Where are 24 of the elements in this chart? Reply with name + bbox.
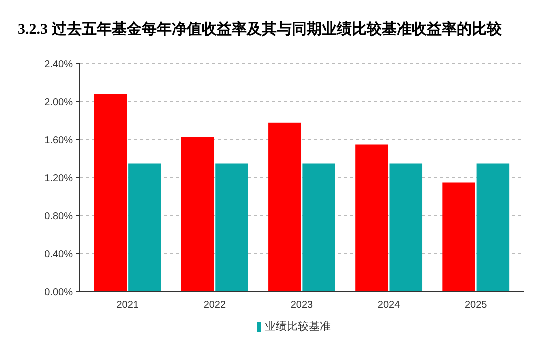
bar [94, 94, 128, 292]
x-tick-label: 2023 [290, 300, 314, 311]
x-tick-label: 2024 [378, 300, 401, 311]
bar [476, 164, 510, 292]
legend-label: 业绩比较基准 [265, 320, 331, 333]
y-tick-label: 1.60% [44, 136, 74, 146]
bar [442, 182, 476, 292]
y-tick-label: 0.80% [44, 212, 74, 222]
bar [216, 164, 248, 292]
y-tick-label: 2.40% [44, 60, 74, 70]
bar [390, 164, 423, 292]
x-tick-label: 2025 [464, 300, 488, 311]
bar [181, 137, 214, 292]
bar [302, 164, 336, 292]
y-tick-label: 0.00% [44, 288, 74, 298]
y-tick-label: 2.00% [44, 98, 74, 108]
x-tick-label: 2021 [116, 300, 140, 311]
x-tick-label: 2022 [204, 300, 226, 311]
bar [356, 144, 388, 292]
bar [128, 164, 162, 292]
chart-title: 3.2.3 过去五年基金每年净值收益率及其与同期业绩比较基准收益率的比较 [18, 20, 503, 38]
bar [268, 122, 302, 292]
y-tick-label: 0.40% [44, 250, 74, 260]
y-tick-label: 1.20% [44, 174, 74, 184]
